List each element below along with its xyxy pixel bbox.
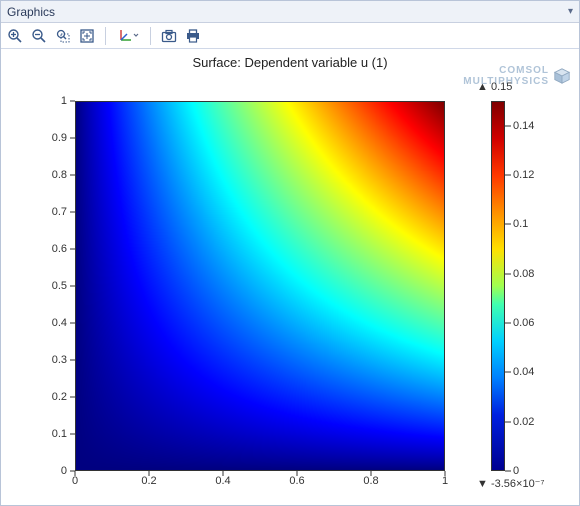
print-icon[interactable] — [183, 26, 203, 46]
axis-icon[interactable] — [114, 26, 142, 46]
y-tick: 0.9 — [1, 132, 67, 144]
colorbar-tick: 0.12 — [513, 169, 534, 181]
x-tick: 0.2 — [141, 475, 156, 487]
x-tick: 0.6 — [289, 475, 304, 487]
colorbar-tick: 0.06 — [513, 317, 534, 329]
y-tick: 0.2 — [1, 391, 67, 403]
branding-line1: COMSOL — [499, 65, 549, 76]
y-tick: 0.7 — [1, 206, 67, 218]
x-tick: 1 — [442, 475, 448, 487]
colorbar-tick: 0.02 — [513, 416, 534, 428]
y-tick: 0.3 — [1, 354, 67, 366]
colorbar-tick: 0 — [513, 465, 519, 477]
x-tick: 0.4 — [215, 475, 230, 487]
colorbar-tick: 0.1 — [513, 218, 528, 230]
y-tick: 0 — [1, 465, 67, 477]
y-tick: 1 — [1, 95, 67, 107]
x-tick: 0.8 — [363, 475, 378, 487]
y-tick: 0.5 — [1, 280, 67, 292]
y-tick: 0.1 — [1, 428, 67, 440]
zoom-in-icon[interactable] — [5, 26, 25, 46]
toolbar-separator — [150, 27, 151, 45]
branding-cube-icon — [553, 67, 571, 85]
graphics-panel: Graphics ▾ Surface: Dependent variable u… — [0, 0, 580, 506]
toolbar-separator — [105, 27, 106, 45]
y-tick: 0.8 — [1, 169, 67, 181]
surface-plot — [75, 101, 445, 471]
colorbar-tick: 0.04 — [513, 366, 534, 378]
colorbar-tick: 0.14 — [513, 120, 534, 132]
colorbar-max: ▲ 0.15 — [477, 81, 512, 93]
zoom-out-icon[interactable] — [29, 26, 49, 46]
plot-area[interactable]: Surface: Dependent variable u (1) COMSOL… — [1, 49, 579, 505]
y-tick: 0.4 — [1, 317, 67, 329]
toolbar — [1, 23, 579, 49]
zoom-extents-icon[interactable] — [77, 26, 97, 46]
snapshot-icon[interactable] — [159, 26, 179, 46]
y-tick: 0.6 — [1, 243, 67, 255]
colorbar-min: ▼ -3.56×10⁻⁷ — [477, 477, 544, 490]
zoom-box-icon[interactable] — [53, 26, 73, 46]
colorbar-tick: 0.08 — [513, 268, 534, 280]
x-tick: 0 — [72, 475, 78, 487]
panel-title: Graphics — [7, 5, 55, 19]
colorbar — [491, 101, 505, 471]
panel-menu-icon[interactable]: ▾ — [568, 6, 573, 17]
panel-header: Graphics ▾ — [1, 1, 579, 23]
